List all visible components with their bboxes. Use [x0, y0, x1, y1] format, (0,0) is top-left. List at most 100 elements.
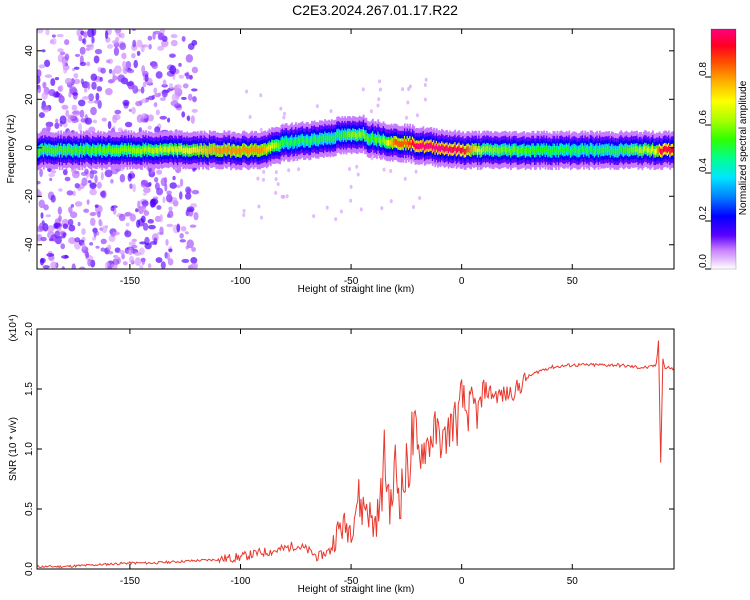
spectrogram-noise-cell — [41, 91, 48, 100]
spectrogram-ridge-cell — [326, 135, 329, 142]
spectrogram-ridge-cell — [153, 148, 155, 155]
spectrogram-noise-cell — [86, 61, 91, 67]
spectrogram-ridge-cell — [671, 146, 674, 153]
spectrogram-ridge-cell — [37, 149, 40, 155]
spectrogram-ridge-cell — [149, 147, 151, 153]
spectrogram-ridge-cell — [519, 147, 522, 154]
spectrogram-ridge-cell — [439, 146, 442, 152]
spectrogram-noise-cell — [190, 257, 198, 264]
spectrogram-ridge-cell — [150, 147, 153, 153]
spectrogram-noise-cell — [131, 29, 136, 32]
spectrogram-noise-cell — [283, 111, 287, 116]
spectrogram-ridge-cell — [395, 139, 398, 146]
spectrogram-noise-cell — [71, 104, 78, 111]
spectrogram-ridge-cell — [618, 146, 621, 153]
spectrogram-ridge-cell — [212, 146, 215, 152]
spectrogram-noise-cell — [274, 190, 278, 195]
spectrogram-noise-cell — [276, 182, 280, 187]
spectrogram-ridge-cell — [172, 148, 175, 155]
spectrogram-ridge-cell — [536, 146, 539, 152]
spectrogram-ridge-cell — [249, 147, 252, 153]
spectrogram-ridge-cell — [377, 134, 380, 141]
spectrogram-noise-cell — [62, 58, 66, 68]
spectrogram-ridge-cell — [186, 146, 189, 153]
spectrogram-x-axis-label: Height of straight line (km) — [298, 284, 415, 295]
spectrogram-noise-cell — [158, 32, 165, 40]
spectrogram-ridge-cell — [658, 146, 661, 153]
spectrogram-noise-cell — [61, 104, 69, 110]
spectrogram-ridge-cell — [537, 146, 540, 153]
spectrogram-y-tick-label: 20 — [24, 93, 35, 105]
spectrogram-noise-cell — [349, 198, 353, 203]
spectrogram-ridge-cell — [596, 145, 599, 152]
spectrogram-ridge-cell — [598, 145, 601, 152]
spectrogram-ridge-cell — [557, 148, 560, 155]
spectrogram-noise-cell — [120, 32, 125, 39]
spectrogram-noise-cell — [192, 96, 197, 103]
spectrogram-noise-cell — [401, 87, 405, 92]
spectrogram-ridge-cell — [207, 149, 210, 155]
spectrogram-noise-cell — [166, 213, 171, 218]
spectrogram-noise-cell — [124, 212, 131, 217]
spectrogram-noise-cell — [124, 230, 132, 238]
spectrogram-ridge-cell — [103, 147, 106, 154]
spectrogram-noise-cell — [377, 97, 381, 102]
spectrogram-ridge-cell — [42, 148, 45, 155]
spectrogram-ridge-cell — [66, 146, 69, 153]
spectrogram-noise-cell — [141, 259, 145, 266]
spectrogram-ridge-cell — [100, 146, 102, 153]
spectrogram-ridge-cell — [512, 146, 515, 153]
spectrogram-ridge-cell — [231, 147, 234, 154]
spectrogram-ridge-cell — [629, 147, 632, 154]
spectrogram-ridge-cell — [147, 146, 150, 152]
spectrogram-ridge-cell — [296, 139, 299, 146]
spectrogram-ridge-cell — [532, 146, 535, 152]
spectrogram-noise-cell — [64, 77, 73, 85]
spectrogram-noise-cell — [122, 261, 128, 266]
spectrogram-ridge-cell — [378, 137, 381, 144]
spectrogram-ridge-cell — [666, 147, 669, 154]
spectrogram-noise-cell — [90, 73, 98, 81]
spectrogram-ridge-cell — [545, 146, 548, 152]
spectrogram-ridge-cell — [82, 146, 85, 153]
spectrogram-noise-cell — [136, 50, 141, 56]
spectrogram-ridge-cell — [380, 138, 382, 145]
spectrogram-ridge-cell — [411, 139, 414, 146]
spectrogram-noise-cell — [136, 219, 141, 229]
spectrogram-ridge-cell — [522, 147, 524, 153]
spectrogram-noise-cell — [141, 179, 149, 186]
spectrogram-ridge-cell — [139, 148, 142, 155]
spectrogram-ridge-cell — [479, 148, 482, 155]
snr-x-tick-label: 50 — [567, 576, 579, 587]
spectrogram-noise-cell — [69, 211, 78, 219]
spectrogram-ridge-cell — [297, 138, 300, 144]
spectrogram-ridge-cell — [458, 145, 461, 152]
spectrogram-ridge-cell — [579, 148, 581, 154]
spectrogram-ridge-cell — [362, 129, 365, 136]
spectrogram-ridge-cell — [155, 147, 158, 153]
spectrogram-ridge-cell — [260, 146, 263, 153]
spectrogram-noise-cell — [312, 214, 316, 219]
spectrogram-noise-cell — [37, 85, 42, 94]
spectrogram-noise-cell — [64, 39, 70, 46]
spectrogram-ridge-cell — [243, 145, 246, 152]
spectrogram-noise-cell — [70, 204, 75, 208]
spectrogram-x-tick-label: 50 — [567, 276, 579, 287]
spectrogram-x-tick-label: 0 — [459, 276, 465, 287]
spectrogram-noise-cell — [165, 239, 169, 246]
spectrogram-noise-cell — [156, 169, 163, 175]
spectrogram-noise-cell — [168, 206, 173, 211]
spectrogram-noise-cell — [155, 109, 160, 116]
spectrogram-ridge-cell — [220, 148, 223, 155]
spectrogram-ridge-cell — [345, 133, 348, 140]
spectrogram-ridge-cell — [354, 131, 357, 138]
spectrogram-noise-cell — [108, 78, 116, 83]
spectrogram-noise-cell — [248, 114, 252, 119]
snr-series-line — [37, 340, 674, 569]
spectrogram-ridge-cell — [419, 142, 422, 149]
spectrogram-noise-cell — [100, 67, 106, 74]
spectrogram-ridge-cell — [162, 146, 165, 153]
spectrogram-noise-cell — [56, 33, 64, 38]
spectrogram-ridge-cell — [592, 147, 595, 153]
spectrogram-ridge-cell — [122, 147, 125, 154]
